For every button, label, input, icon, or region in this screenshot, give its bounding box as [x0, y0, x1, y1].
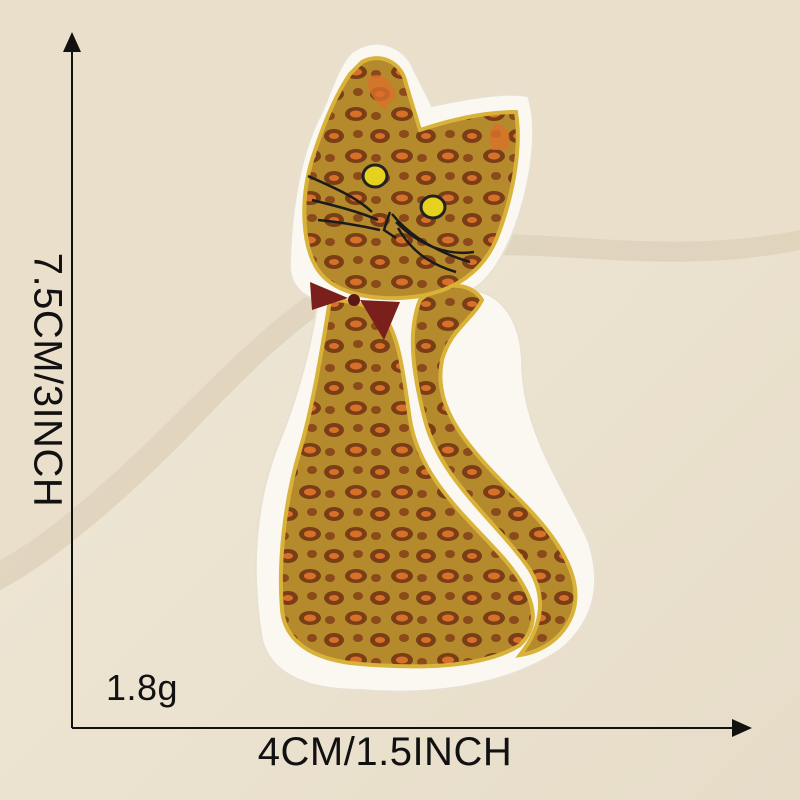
height-dimension-label: 7.5CM/3INCH	[25, 252, 70, 508]
cat-tail	[410, 283, 578, 658]
bow	[310, 282, 400, 340]
left-ear	[367, 75, 396, 110]
cat-head	[302, 56, 520, 301]
weight-label: 1.8g	[106, 667, 179, 708]
width-dimension-label: 4CM/1.5INCH	[257, 730, 513, 774]
cat-body	[278, 297, 535, 669]
fabric-fold	[0, 0, 800, 560]
cat-patch	[254, 42, 597, 693]
whiskers	[307, 174, 475, 274]
right-ear	[489, 124, 510, 150]
right-eye	[419, 194, 447, 220]
left-eye	[361, 163, 389, 189]
height-arrow	[63, 32, 81, 728]
width-arrow	[72, 719, 752, 737]
